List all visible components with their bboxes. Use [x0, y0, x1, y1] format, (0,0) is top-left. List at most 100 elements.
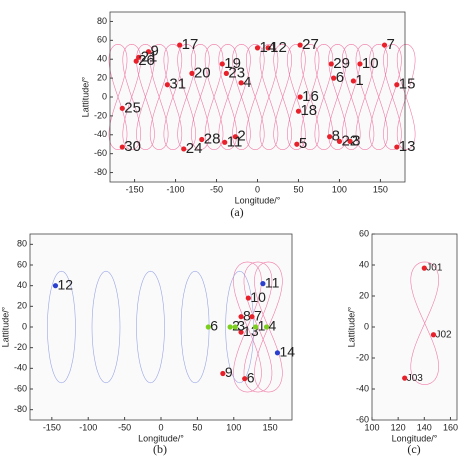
- satellite-label: J02: [435, 329, 452, 340]
- map-background: [372, 234, 457, 420]
- x-tick-label: 0: [255, 184, 260, 194]
- ground-track: [328, 43, 347, 150]
- ground-track: [233, 261, 262, 393]
- satellite-label: 26: [138, 52, 155, 69]
- satellite-label: 9: [225, 364, 233, 380]
- satellite-label: 19: [224, 55, 241, 72]
- satellite-label: 27: [302, 36, 319, 53]
- y-axis-label: Lattitude/°: [0, 306, 10, 347]
- satellite-point: [220, 370, 226, 377]
- satellite-point: [232, 134, 238, 140]
- satellite-point: [227, 324, 233, 330]
- y-tick-label: 60: [17, 259, 27, 269]
- satellite-point: [223, 70, 229, 76]
- x-tick-label: 160: [443, 422, 458, 432]
- ground-track: [254, 261, 283, 393]
- y-tick-label: -60: [356, 414, 369, 424]
- satellite-point: [402, 375, 408, 381]
- y-tick-label: -80: [14, 404, 27, 414]
- ground-track: [410, 261, 439, 385]
- satellite-point: [297, 94, 303, 100]
- satellite-point: [249, 314, 255, 320]
- x-tick-label: 100: [364, 422, 379, 432]
- satellite-label: 6: [247, 369, 255, 385]
- x-tick-label: 50: [192, 422, 202, 432]
- y-tick-label: -40: [94, 129, 107, 139]
- satellite-point: [245, 295, 251, 301]
- x-tick-label: -150: [43, 422, 61, 432]
- x-tick-label: 50: [293, 184, 303, 194]
- satellite-label: 23: [228, 64, 245, 81]
- satellite-label: 3: [352, 132, 360, 149]
- panel-caption: (c): [407, 442, 420, 456]
- x-tick-label: -100: [79, 422, 97, 432]
- satellite-label: 8: [332, 128, 340, 145]
- satellite-point: [421, 265, 427, 271]
- x-tick-label: 140: [417, 422, 432, 432]
- satellite-point: [238, 329, 244, 335]
- satellite-label: 6: [210, 318, 218, 334]
- satellite-point: [394, 144, 400, 150]
- y-tick-label: -40: [14, 363, 27, 373]
- satellite-label: J03: [407, 373, 424, 384]
- satellite-point: [274, 350, 281, 356]
- y-tick-label: 80: [97, 16, 107, 26]
- satellite-point: [265, 45, 271, 51]
- panel-caption: (a): [230, 205, 243, 219]
- satellite-label: 4: [269, 318, 277, 334]
- satellite-label: 12: [270, 39, 287, 56]
- ground-track: [180, 270, 210, 384]
- satellite-point: [232, 324, 238, 330]
- y-axis-label: Lattitude/°: [80, 76, 90, 117]
- ground-track: [136, 270, 165, 384]
- satellite-point: [253, 324, 259, 330]
- satellite-point: [357, 61, 363, 67]
- satellite-label: 22: [341, 132, 358, 149]
- x-tick-label: 0: [158, 422, 163, 432]
- satellite-label: 10: [250, 289, 266, 305]
- satellite-label: 11: [227, 133, 243, 150]
- satellite-label: 20: [194, 64, 211, 81]
- satellite-point: [222, 139, 228, 145]
- satellite-point: [263, 324, 270, 330]
- ground-track: [273, 43, 292, 150]
- y-tick-label: -60: [14, 383, 27, 393]
- satellite-point: [295, 108, 302, 114]
- satellite-point: [327, 134, 333, 140]
- satellite-label: 4: [243, 74, 251, 91]
- x-tick-label: 150: [373, 184, 388, 194]
- satellite-label: J01: [426, 263, 443, 274]
- ground-track: [232, 43, 251, 150]
- satellite-label: 13: [399, 138, 416, 155]
- satellite-point: [381, 42, 388, 48]
- x-axis-label: Longitude/°: [138, 433, 184, 443]
- y-tick-label: 80: [17, 239, 27, 249]
- satellite-label: 11: [265, 274, 280, 290]
- y-tick-label: 20: [359, 290, 369, 300]
- ground-track: [47, 270, 76, 384]
- satellite-point: [145, 49, 152, 55]
- satellite-label: 16: [302, 88, 319, 105]
- satellite-point: [331, 75, 337, 81]
- map-background: [30, 234, 292, 420]
- satellite-label: 18: [300, 102, 317, 119]
- satellite-point: [136, 54, 142, 60]
- x-tick-label: 100: [332, 184, 347, 194]
- y-tick-label: -40: [356, 383, 369, 393]
- satellite-label: 21: [141, 48, 158, 65]
- satellite-point: [350, 78, 356, 84]
- satellite-label: 12: [57, 276, 73, 292]
- satellite-label: 7: [387, 36, 395, 53]
- satellite-point: [52, 283, 59, 289]
- satellite-point: [336, 138, 343, 144]
- satellite-label: 25: [124, 99, 141, 116]
- ground-track: [91, 270, 121, 384]
- y-tick-label: 40: [359, 259, 369, 269]
- ground-track: [369, 43, 388, 150]
- satellite-point: [119, 144, 125, 150]
- y-tick-label: 0: [102, 91, 107, 101]
- ground-track: [342, 43, 361, 150]
- y-tick-label: -20: [94, 110, 107, 120]
- satellite-point: [394, 82, 400, 88]
